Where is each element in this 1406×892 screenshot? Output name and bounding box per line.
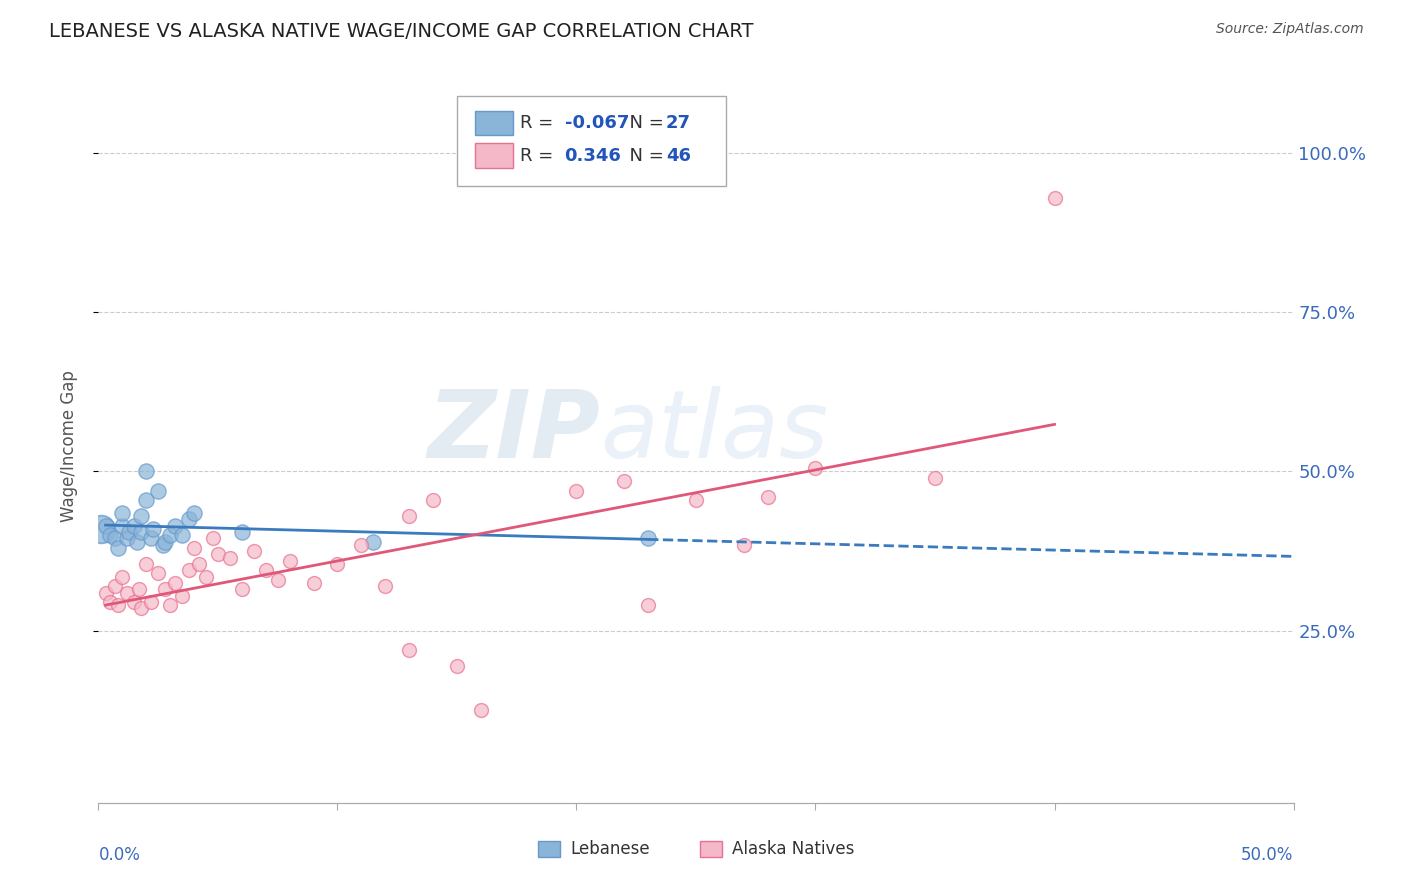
Point [172, 589, 194, 603]
Point [637, 599, 659, 613]
Text: -0.067: -0.067 [565, 114, 628, 132]
Point [363, 534, 385, 549]
Point [115, 532, 138, 546]
Point [115, 585, 138, 599]
Text: 0.0%: 0.0% [98, 846, 141, 863]
Point [98, 595, 122, 609]
Point [804, 461, 827, 475]
Point [98, 528, 122, 542]
Point [446, 658, 468, 673]
Point [159, 599, 181, 613]
Text: 50.0%: 50.0% [1241, 846, 1294, 863]
Point [243, 544, 266, 558]
Point [94, 518, 117, 533]
Point [111, 506, 134, 520]
FancyBboxPatch shape [457, 96, 725, 186]
Point [179, 512, 201, 526]
Y-axis label: Wage/Income Gap: Wage/Income Gap [59, 370, 77, 522]
FancyBboxPatch shape [475, 111, 513, 135]
Text: Source: ZipAtlas.com: Source: ZipAtlas.com [1216, 22, 1364, 37]
Point [163, 518, 186, 533]
Point [124, 595, 146, 609]
Point [637, 532, 659, 546]
Point [135, 493, 157, 508]
Point [326, 557, 349, 571]
Text: LEBANESE VS ALASKA NATIVE WAGE/INCOME GAP CORRELATION CHART: LEBANESE VS ALASKA NATIVE WAGE/INCOME GA… [49, 22, 754, 41]
Point [756, 490, 779, 504]
Text: ZIP: ZIP [427, 385, 600, 478]
Text: N =: N = [619, 146, 669, 164]
Point [231, 524, 253, 539]
Point [565, 483, 588, 498]
Point [152, 538, 174, 552]
Point [267, 573, 290, 587]
Point [125, 534, 148, 549]
Point [107, 599, 129, 613]
Point [139, 532, 162, 546]
Point [155, 582, 177, 597]
Point [685, 493, 707, 508]
Point [422, 493, 444, 508]
Point [183, 541, 205, 555]
FancyBboxPatch shape [538, 841, 560, 857]
Point [155, 534, 177, 549]
Point [733, 538, 755, 552]
Point [183, 506, 205, 520]
Point [398, 509, 420, 524]
Point [142, 522, 165, 536]
Point [118, 524, 141, 539]
FancyBboxPatch shape [700, 841, 721, 857]
Text: 46: 46 [666, 146, 692, 164]
Point [139, 595, 162, 609]
Point [231, 582, 253, 597]
Point [278, 554, 301, 568]
Text: 27: 27 [666, 114, 692, 132]
Point [124, 518, 146, 533]
Text: R =: R = [520, 114, 560, 132]
Point [470, 703, 492, 717]
Point [148, 566, 170, 581]
Point [159, 528, 181, 542]
Point [350, 538, 373, 552]
Point [131, 524, 153, 539]
Point [202, 532, 225, 546]
Point [179, 563, 201, 577]
Point [187, 557, 209, 571]
Text: Lebanese: Lebanese [571, 840, 650, 858]
Point [374, 579, 396, 593]
Point [111, 569, 134, 583]
Point [131, 601, 153, 615]
Point [924, 471, 946, 485]
Point [90, 522, 112, 536]
Point [207, 547, 229, 561]
Point [111, 518, 134, 533]
Text: N =: N = [619, 114, 669, 132]
Point [104, 579, 127, 593]
Point [135, 465, 157, 479]
FancyBboxPatch shape [475, 144, 513, 168]
Point [148, 483, 170, 498]
Point [1043, 190, 1066, 204]
Point [163, 576, 186, 591]
Point [195, 569, 218, 583]
Point [254, 563, 277, 577]
Text: Alaska Natives: Alaska Natives [733, 840, 855, 858]
Text: R =: R = [520, 146, 565, 164]
Point [219, 550, 242, 565]
Text: atlas: atlas [600, 386, 828, 477]
Point [398, 643, 420, 657]
Point [107, 541, 129, 555]
Point [135, 557, 157, 571]
Point [613, 474, 636, 488]
Point [104, 532, 127, 546]
Point [302, 576, 325, 591]
Point [128, 582, 150, 597]
Point [172, 528, 194, 542]
Point [131, 509, 153, 524]
Point [94, 585, 117, 599]
Text: 0.346: 0.346 [565, 146, 621, 164]
